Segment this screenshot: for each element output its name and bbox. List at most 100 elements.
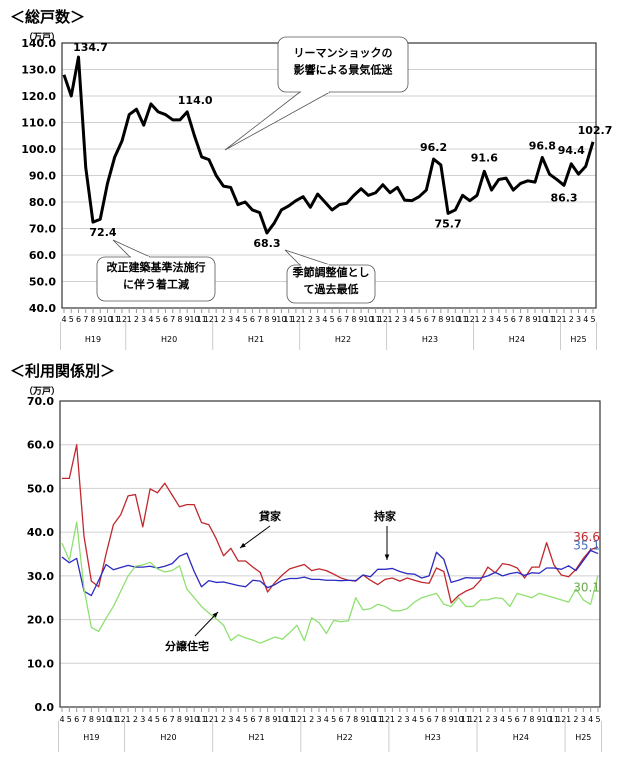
plot-area (59, 400, 601, 708)
data-label: 68.3 (253, 237, 280, 250)
x-tick-label: 10 (450, 315, 460, 324)
x-tick-label: 9 (184, 715, 189, 724)
x-tick-label: 3 (228, 715, 233, 724)
x-tick-label: 7 (170, 715, 175, 724)
data-label: 75.7 (434, 217, 461, 230)
y-tick-label: 10.0 (27, 657, 54, 670)
x-tick-label: 8 (438, 315, 443, 324)
x-tick-label: 3 (228, 315, 233, 324)
x-tick-label: 10 (363, 315, 373, 324)
end-value-label: 35.1 (573, 539, 600, 553)
data-label: 96.8 (529, 139, 556, 152)
x-tick-label: 3 (493, 715, 498, 724)
data-label: 96.2 (420, 141, 447, 154)
callout-text: リーマンショックの (294, 47, 393, 60)
x-tick-label: 4 (235, 315, 240, 324)
x-tick-label: 10 (102, 315, 112, 324)
y-tick-label: 130.0 (21, 64, 56, 77)
x-tick-label: 10 (542, 715, 552, 724)
x-tick-label: 1 (214, 715, 219, 724)
x-tick-label: 5 (243, 315, 248, 324)
x-tick-label: 8 (351, 315, 356, 324)
x-tick-label: 2 (569, 315, 574, 324)
x-tick-label: 3 (141, 315, 146, 324)
x-tick-label: 4 (148, 715, 153, 724)
x-tick-label: 2 (397, 715, 402, 724)
chart-title: ＜総戸数＞ (10, 8, 85, 26)
x-tick-label: 9 (532, 315, 537, 324)
x-tick-label: 4 (61, 315, 66, 324)
x-tick-label: 1 (561, 315, 566, 324)
y-tick-label: 80.0 (29, 196, 56, 209)
series-line-分譲住宅 (61, 521, 599, 644)
x-tick-label: 5 (67, 715, 72, 724)
y-tick-label: 120.0 (21, 90, 56, 103)
era-label: H23 (425, 733, 441, 742)
x-tick-label: 6 (424, 315, 429, 324)
annotation-arrow (194, 611, 219, 637)
x-tick-label: 3 (402, 315, 407, 324)
x-tick-label: 8 (441, 715, 446, 724)
callout-text: 改正建築基準法施行 (107, 260, 206, 274)
x-tick-label: 5 (155, 715, 160, 724)
y-axis-unit: （万戸） (24, 32, 60, 43)
era-label: H21 (248, 733, 264, 742)
x-tick-label: 11 (373, 715, 383, 724)
x-tick-label: 10 (276, 315, 286, 324)
x-tick-label: 4 (409, 315, 414, 324)
x-tick-label: 6 (163, 315, 168, 324)
era-label: H25 (570, 335, 586, 344)
annotation-arrow (239, 525, 271, 549)
x-tick-label: 4 (236, 715, 241, 724)
x-tick-label: 12 (292, 715, 302, 724)
x-tick-label: 1 (126, 715, 131, 724)
x-tick-label: 5 (503, 315, 508, 324)
x-tick-label: 9 (449, 715, 454, 724)
x-tick-label: 4 (588, 715, 593, 724)
era-label: H22 (337, 733, 353, 742)
y-tick-label: 70.0 (27, 395, 54, 408)
x-tick-label: 9 (446, 315, 451, 324)
x-tick-label: 7 (257, 315, 262, 324)
x-tick-label: 7 (81, 715, 86, 724)
x-tick-label: 9 (360, 715, 365, 724)
era-label: H25 (575, 733, 591, 742)
x-tick-label: 3 (140, 715, 145, 724)
x-tick-label: 7 (522, 715, 527, 724)
x-tick-label: 9 (272, 715, 277, 724)
x-tick-label: 6 (337, 315, 342, 324)
x-tick-label: 6 (76, 315, 81, 324)
callout-box (286, 264, 376, 304)
x-tick-label: 12 (291, 315, 301, 324)
x-tick-label: 5 (331, 715, 336, 724)
y-tick-label: 140.0 (21, 37, 56, 50)
x-tick-label: 2 (308, 315, 313, 324)
x-tick-label: 5 (595, 715, 600, 724)
x-tick-label: 4 (412, 715, 417, 724)
x-tick-label: 7 (83, 315, 88, 324)
chart-title: ＜利用関係別＞ (10, 362, 115, 380)
x-tick-label: 4 (59, 715, 64, 724)
x-tick-label: 11 (285, 715, 295, 724)
y-tick-label: 110.0 (21, 117, 56, 130)
end-value-label: 36.6 (573, 530, 600, 544)
x-tick-label: 12 (116, 715, 126, 724)
x-tick-label: 9 (359, 315, 364, 324)
x-tick-label: 5 (330, 315, 335, 324)
x-tick-label: 3 (315, 315, 320, 324)
series-label: 分譲住宅 (165, 639, 209, 653)
x-tick-label: 12 (556, 715, 566, 724)
x-tick-label: 5 (590, 315, 595, 324)
x-tick-label: 4 (583, 315, 588, 324)
x-tick-label: 7 (170, 315, 175, 324)
y-tick-label: 60.0 (27, 439, 54, 452)
x-tick-label: 9 (185, 315, 190, 324)
arrowhead (240, 542, 246, 548)
x-tick-label: 10 (537, 315, 547, 324)
y-tick-label: 0.0 (35, 701, 55, 714)
data-label: 94.4 (558, 144, 585, 157)
x-tick-label: 6 (162, 715, 167, 724)
x-tick-label: 12 (117, 315, 127, 324)
arrowhead (212, 612, 218, 618)
